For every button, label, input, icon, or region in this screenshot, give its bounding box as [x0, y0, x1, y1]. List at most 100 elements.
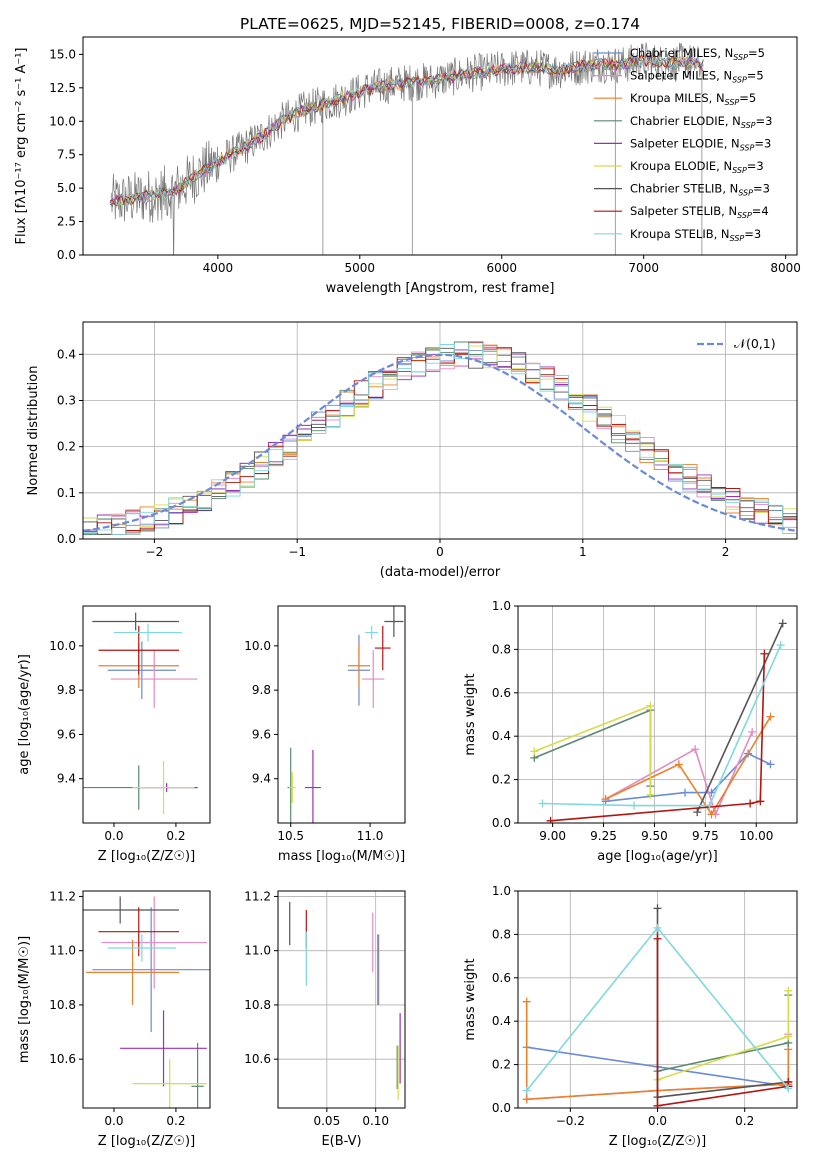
weight-marker	[760, 649, 769, 658]
y-tick-label: 0.0	[57, 532, 76, 546]
y-tick-label: 15.0	[49, 47, 76, 61]
x-axis-label: Z [log₁₀(Z/Z☉)]	[609, 1134, 706, 1149]
normal-reference-curve	[83, 353, 797, 532]
weight-marker	[601, 795, 610, 804]
legend-entry: Chabrier ELODIE, NSSP=3	[630, 114, 772, 130]
x-tick-label: 8000	[770, 261, 801, 275]
errorbar-point-7	[92, 612, 180, 631]
x-tick-label: 0	[436, 545, 444, 559]
legend-text: Chabrier STELIB, N	[630, 182, 738, 196]
legend-subscript: SSP	[732, 76, 747, 85]
weight-series-4	[533, 709, 652, 787]
y-tick-label: 9.8	[57, 683, 76, 697]
plot-area	[287, 606, 404, 823]
legend-count: =5	[739, 91, 756, 105]
y-axis-label: age [log₁₀(age/yr)]	[17, 654, 32, 775]
legend-text: Kroupa ELODIE, N	[630, 159, 732, 173]
panel-mass-vs-ebv: 0.05 0.10 10.6 10.8 11.0 11.2 E(B-V)	[244, 889, 406, 1149]
model-spectrum-8	[109, 54, 704, 206]
errorbar-point-9	[113, 623, 183, 642]
x-axis-label: Z [log₁₀(Z/Z☉)]	[98, 849, 195, 864]
axes-frame	[277, 890, 406, 1109]
errorbar-point-6	[132, 1059, 207, 1108]
x-tick-label: 0.2	[166, 829, 185, 843]
x-tick-label: 0.05	[313, 1114, 340, 1128]
x-tick-label: 0.2	[166, 1114, 185, 1128]
x-axis-label: E(B-V)	[321, 1134, 361, 1149]
weight-marker	[538, 799, 547, 808]
x-tick-label: 7000	[628, 261, 659, 275]
weight-marker	[748, 727, 757, 736]
legend-count: =3	[756, 114, 773, 128]
legend-count: =3	[754, 136, 771, 150]
legend-subscript: SSP	[730, 234, 745, 243]
weight-marker	[784, 1032, 793, 1041]
x-tick-label: 1	[579, 545, 587, 559]
weight-marker	[746, 799, 755, 808]
errorbar-point-1	[92, 907, 210, 1033]
weight-series-4	[657, 995, 790, 1072]
x-tick-label: 11.0	[357, 829, 384, 843]
legend-subscript: SSP	[741, 121, 756, 130]
errorbar-point-4	[191, 1042, 204, 1108]
panel-mass-vs-Z: 0.0 0.2 10.6 10.8 11.0 11.2 Z [log₁₀(Z/Z☉)] mas…	[17, 889, 211, 1149]
weight-marker	[522, 1086, 531, 1095]
observed-spectrum	[111, 42, 701, 255]
y-axis-label: Normed distribution	[26, 366, 41, 496]
legend-entry: Salpeter STELIB, NSSP=4	[630, 204, 769, 220]
y-tick-label: 11.0	[49, 944, 76, 958]
legend-entry: 𝒩(0,1)	[734, 336, 776, 351]
x-tick-label: 9.25	[590, 829, 617, 843]
weight-series-7	[550, 653, 766, 822]
weight-series-6	[696, 623, 784, 813]
y-tick-label: 0.3	[57, 393, 76, 407]
x-tick-label: 0.0	[104, 829, 123, 843]
weight-series-8	[542, 644, 782, 807]
legend-text: Salpeter STELIB, N	[630, 204, 737, 218]
weight-marker	[522, 997, 531, 1006]
y-axis-label: mass [log₁₀(M/M☉)]	[17, 936, 32, 1063]
plot-area	[109, 42, 704, 255]
legend-subscript: SSP	[738, 189, 753, 198]
errorbar-point-2	[101, 896, 207, 989]
y-tick-label: 0.2	[492, 1058, 511, 1072]
weight-marker	[784, 1084, 793, 1093]
y-tick-label: 11.0	[244, 944, 271, 958]
y-tick-label: 9.8	[252, 683, 271, 697]
weight-marker	[693, 808, 702, 817]
legend-count: =3	[753, 182, 770, 196]
weight-marker	[653, 1101, 662, 1108]
panel-age-vs-mass: 10.5 11.0 9.4 9.6 9.8 10.0 mass [log₁₀(M/M☉)]	[244, 605, 406, 864]
weight-series-3	[605, 716, 772, 816]
errorbar-point-3	[86, 939, 180, 1005]
y-tick-label: 9.4	[57, 772, 76, 786]
legend-subscript: SSP	[737, 211, 752, 220]
y-axis-label: mass weight	[463, 958, 478, 1040]
legend-text: Salpeter MILES, N	[630, 69, 732, 83]
y-tick-label: 9.4	[252, 772, 271, 786]
x-tick-label: 10.5	[277, 829, 304, 843]
plot-area	[518, 891, 797, 1108]
y-tick-label: 10.0	[49, 114, 76, 128]
y-tick-label: 0.2	[57, 440, 76, 454]
plot-area	[83, 612, 198, 815]
legend-count: =5	[748, 46, 765, 60]
panel-mass-weight-vs-Z: −0.2 0.0 0.2 0.0 0.2 0.4 0.6 0.8 1.0 Z [log₁₀(Z/Z…	[463, 884, 798, 1149]
y-tick-label: 0.0	[57, 248, 76, 262]
y-tick-label: 0.1	[57, 486, 76, 500]
y-tick-label: 10.6	[49, 1052, 76, 1066]
errorbar-point-6	[289, 772, 296, 804]
legend-entry: Kroupa ELODIE, NSSP=3	[630, 159, 764, 175]
weight-marker	[546, 816, 555, 823]
weight-series-6	[656, 908, 790, 1099]
y-tick-label: 0.6	[492, 971, 511, 985]
legend-text: Chabrier MILES, N	[630, 46, 733, 60]
weight-marker	[691, 745, 700, 754]
legend-text: Kroupa STELIB, N	[630, 227, 730, 241]
plot-area	[83, 896, 210, 1108]
legend-entry: Salpeter MILES, NSSP=5	[630, 69, 764, 85]
errorbar-point-9	[107, 934, 176, 962]
errorbar-point-7	[384, 606, 404, 637]
weight-marker	[522, 1095, 531, 1104]
